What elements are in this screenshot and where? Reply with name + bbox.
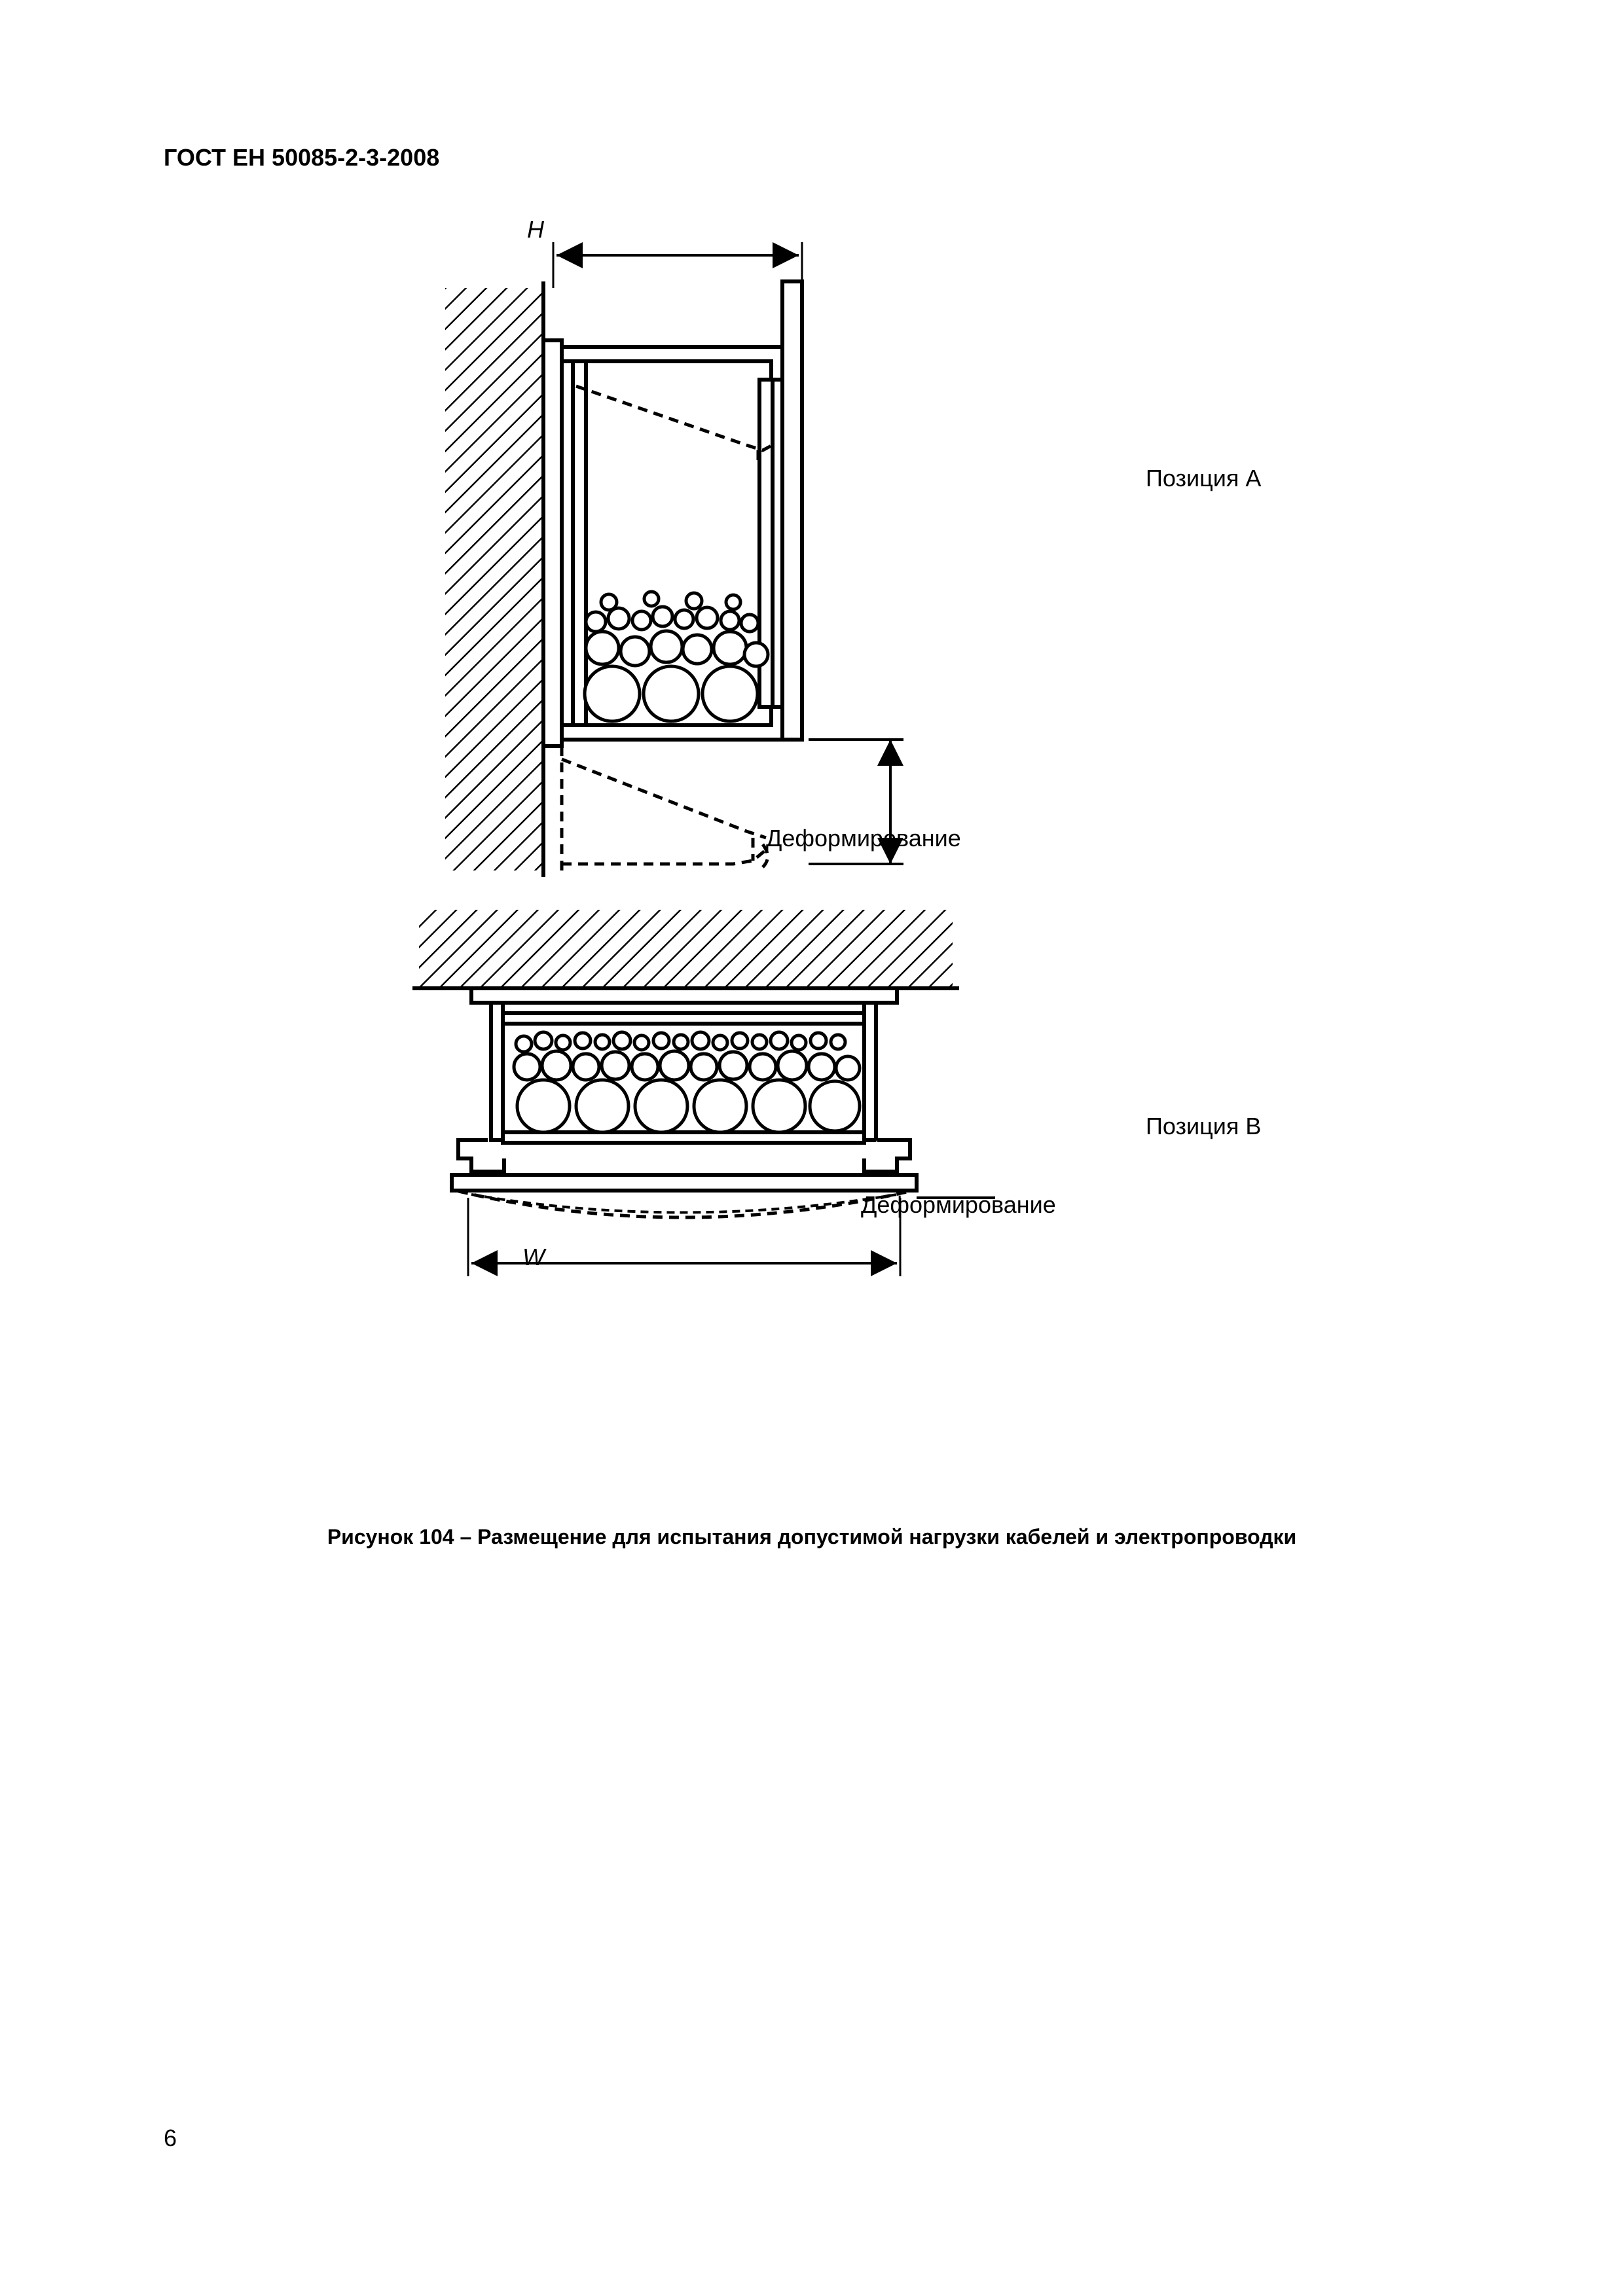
dimension-h-label: H bbox=[527, 216, 544, 243]
deformation-b-label: Деформирование bbox=[861, 1191, 1056, 1219]
standard-code: ГОСТ ЕН 50085-2-3-2008 bbox=[164, 144, 439, 171]
standard-header: ГОСТ ЕН 50085-2-3-2008 bbox=[164, 144, 439, 171]
dimension-w-label: W bbox=[522, 1244, 545, 1271]
position-a-label: Позиция A bbox=[1146, 465, 1261, 492]
position-b-label: Позиция B bbox=[1146, 1113, 1261, 1140]
page-number: 6 bbox=[164, 2125, 177, 2152]
position-b-diagram bbox=[412, 910, 995, 1276]
deformation-a-label: Деформирование bbox=[766, 825, 961, 852]
technical-diagram bbox=[354, 216, 1270, 1316]
position-a-diagram bbox=[445, 242, 903, 877]
figure-caption: Рисунок 104 – Размещение для испытания д… bbox=[164, 1525, 1460, 1549]
figure-104: H Позиция A Деформирование Позиция B Деф… bbox=[164, 216, 1460, 1316]
